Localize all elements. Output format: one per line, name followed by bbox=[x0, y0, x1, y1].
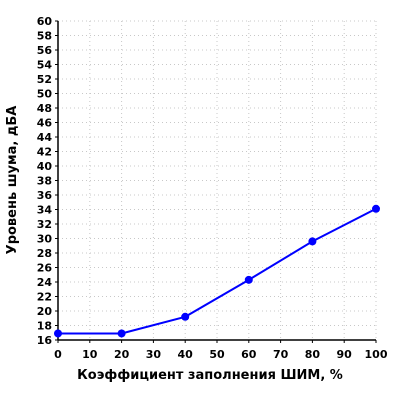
y-tick-label: 38 bbox=[37, 175, 52, 188]
x-tick-label: 60 bbox=[241, 348, 257, 361]
x-tick-label: 100 bbox=[365, 348, 388, 361]
y-tick-label: 18 bbox=[37, 320, 52, 333]
y-tick-label: 20 bbox=[37, 305, 53, 318]
data-point bbox=[117, 329, 126, 338]
y-tick-label: 48 bbox=[37, 102, 52, 115]
y-tick-label: 30 bbox=[37, 233, 53, 246]
axes bbox=[55, 20, 377, 343]
data-point bbox=[372, 204, 380, 213]
y-tick-label: 16 bbox=[37, 334, 53, 347]
y-tick-label: 42 bbox=[37, 146, 52, 159]
y-tick-label: 40 bbox=[37, 160, 53, 173]
y-tick-label: 32 bbox=[37, 218, 52, 231]
y-tick-label: 44 bbox=[37, 131, 53, 144]
y-tick-label: 54 bbox=[37, 59, 53, 72]
data-point bbox=[244, 275, 253, 284]
data-point bbox=[308, 237, 317, 246]
x-tick-label: 20 bbox=[114, 348, 130, 361]
y-tick-label: 52 bbox=[37, 73, 52, 86]
y-tick-label: 34 bbox=[37, 204, 53, 217]
x-tick-label: 70 bbox=[273, 348, 289, 361]
y-tick-label: 22 bbox=[37, 291, 52, 304]
x-tick-label: 90 bbox=[337, 348, 353, 361]
y-tick-label: 58 bbox=[37, 30, 52, 43]
series bbox=[54, 204, 380, 338]
x-axis-title: Коэффициент заполнения ШИМ, % bbox=[77, 368, 343, 383]
grid bbox=[58, 20, 377, 340]
y-tick-label: 60 bbox=[37, 15, 53, 28]
data-point bbox=[181, 312, 190, 321]
x-tick-label: 50 bbox=[209, 348, 225, 361]
y-tick-label: 24 bbox=[37, 276, 53, 289]
y-tick-label: 50 bbox=[37, 88, 53, 101]
y-tick-label: 46 bbox=[37, 117, 53, 130]
y-tick-label: 28 bbox=[37, 247, 52, 260]
y-tick-label: 36 bbox=[37, 189, 53, 202]
x-tick-label: 80 bbox=[305, 348, 321, 361]
x-tick-label: 10 bbox=[82, 348, 98, 361]
x-tick-label: 30 bbox=[146, 348, 162, 361]
y-axis-title: Уровень шума, дБА bbox=[5, 106, 20, 255]
y-tick-label: 26 bbox=[37, 262, 53, 275]
data-point bbox=[54, 329, 62, 338]
x-tick-label: 40 bbox=[178, 348, 194, 361]
x-tick-labels: 0 10 20 30 40 50 60 70 80 90 100 bbox=[54, 348, 388, 361]
x-tick-label: 0 bbox=[54, 348, 62, 361]
y-tick-label: 56 bbox=[37, 44, 53, 57]
series-line bbox=[58, 207, 377, 335]
